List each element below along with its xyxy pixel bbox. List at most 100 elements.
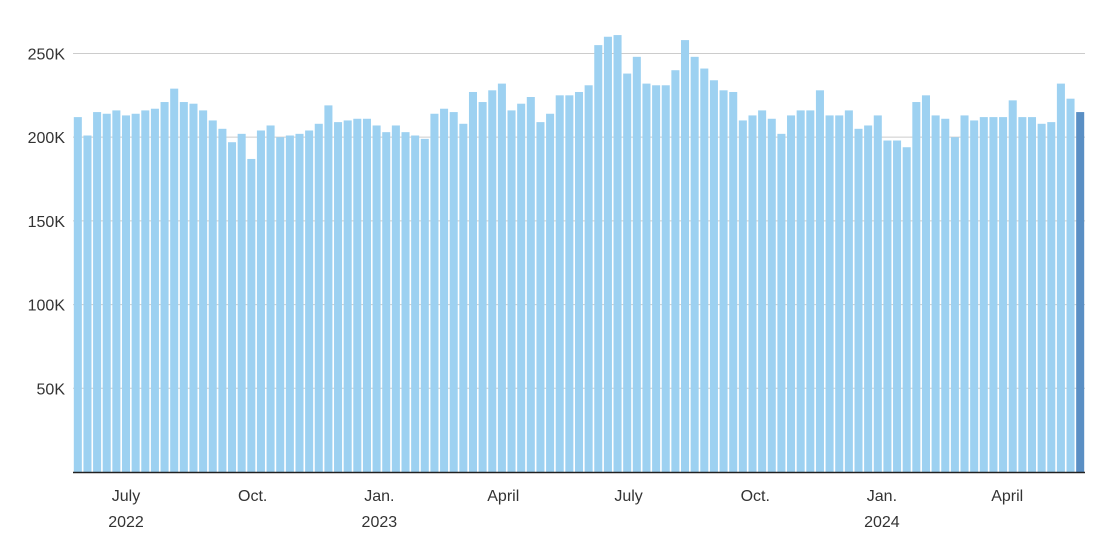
y-tick-label: 200K (28, 130, 66, 147)
bar (73, 117, 82, 472)
bar (160, 102, 169, 472)
bar (1047, 122, 1056, 473)
bar (256, 130, 265, 473)
bar (112, 110, 121, 473)
bar (902, 147, 911, 473)
bar (526, 97, 535, 472)
bar (873, 115, 882, 473)
bar (652, 85, 661, 472)
bar (931, 115, 940, 473)
bar (825, 115, 834, 473)
bar (391, 125, 400, 472)
bar (1027, 117, 1037, 472)
bar (613, 35, 622, 472)
bar (574, 91, 584, 473)
y-tick-label: 150K (28, 214, 66, 231)
bar (584, 85, 593, 472)
bar (141, 110, 150, 473)
bar (594, 45, 603, 473)
bar (150, 108, 159, 472)
bar (681, 40, 690, 473)
bar (960, 115, 969, 473)
bar (276, 137, 285, 472)
y-tick-label: 100K (28, 298, 66, 315)
bar (815, 90, 824, 472)
bar (488, 90, 497, 472)
bar (970, 120, 979, 472)
bar (468, 91, 477, 473)
bar (1018, 117, 1027, 472)
bar (719, 90, 728, 472)
bar (555, 95, 564, 472)
bar (430, 113, 439, 472)
bar (767, 118, 776, 473)
bar (565, 95, 574, 472)
bar (883, 140, 892, 472)
x-axis-ticks: July 2022 Oct. Jan. 2023 April July Oct. Jan. 202… (108, 488, 1023, 531)
bar (102, 113, 111, 472)
bar (546, 113, 555, 472)
y-tick-label: 250K (28, 46, 66, 63)
bar (941, 118, 950, 473)
bar (700, 68, 709, 473)
bar (295, 133, 304, 472)
x-tick-label: July (614, 488, 642, 505)
bar (478, 102, 487, 472)
bar (420, 138, 429, 473)
bar-latest (1076, 112, 1085, 472)
bar (449, 112, 458, 472)
bar (979, 117, 988, 472)
bar (459, 123, 468, 472)
bar (179, 102, 188, 472)
x-tick-label: Jan. (364, 488, 394, 505)
bar (854, 128, 863, 472)
bar (507, 110, 516, 473)
bar (921, 95, 930, 472)
bar (1056, 83, 1065, 473)
bar (362, 118, 371, 473)
bar (334, 122, 343, 473)
bar (690, 56, 699, 472)
bar (93, 112, 102, 472)
bar (497, 83, 506, 473)
x-tick-year-label: 2023 (362, 514, 398, 531)
bar (661, 85, 670, 472)
x-tick-label: Jan. (867, 488, 897, 505)
bar (517, 103, 526, 472)
bar (738, 120, 747, 472)
x-tick-label: April (991, 488, 1023, 505)
bar (864, 125, 873, 472)
bar (305, 130, 314, 473)
bar (642, 83, 651, 473)
bar (999, 117, 1008, 472)
bar (623, 73, 632, 472)
bar (189, 103, 198, 472)
bar (401, 132, 410, 472)
bar (343, 120, 352, 472)
bar (709, 80, 718, 473)
bar (777, 133, 786, 472)
bar (1037, 123, 1046, 472)
bar (632, 56, 641, 472)
bar (382, 132, 391, 472)
bar (285, 135, 294, 472)
bar (247, 158, 256, 472)
bar (353, 118, 362, 473)
x-tick-year-label: 2024 (864, 514, 900, 531)
bar (748, 115, 757, 473)
bar (314, 123, 323, 472)
bar (121, 115, 131, 473)
bar (536, 122, 545, 473)
bar (729, 91, 738, 473)
bar (1066, 98, 1075, 473)
bars (73, 35, 1085, 473)
bar (603, 36, 612, 473)
x-tick-year-label: 2022 (108, 514, 144, 531)
bar (806, 110, 815, 473)
y-tick-label: 50K (37, 381, 66, 398)
bar (440, 108, 449, 472)
bar (218, 128, 227, 472)
bar (893, 140, 902, 472)
bar (671, 70, 680, 472)
